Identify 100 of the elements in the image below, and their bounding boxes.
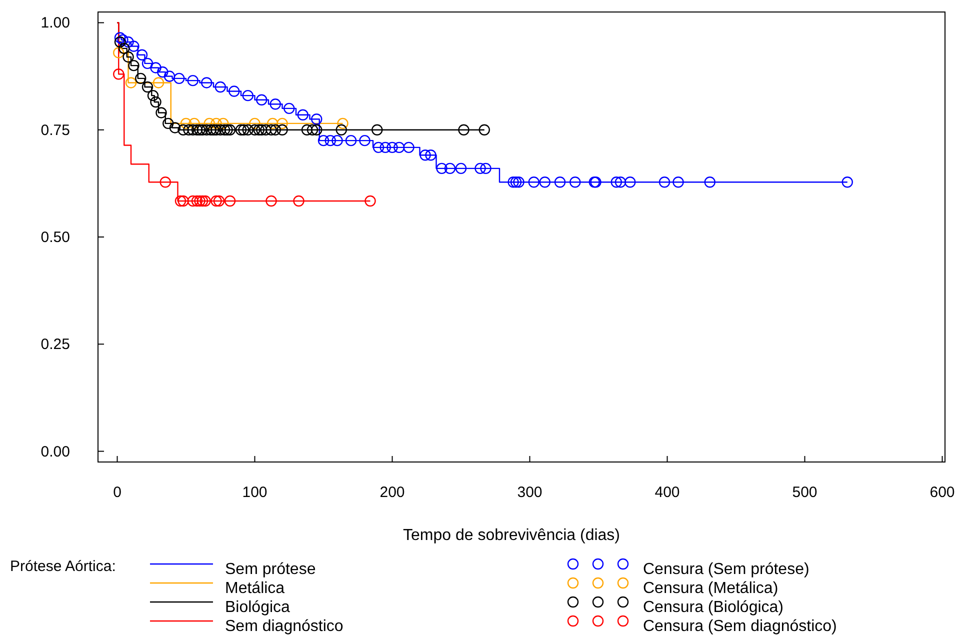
point: [256, 124, 268, 136]
legend-label: Sem prótese: [225, 561, 316, 578]
x-tick-label: 0: [113, 484, 122, 501]
y-tick-label: 0.75: [40, 122, 70, 139]
point: [510, 176, 522, 188]
legend-label: Censura (Biológica): [643, 599, 784, 616]
point: [380, 142, 391, 154]
y-tick-label: 0.50: [40, 229, 70, 246]
point: [372, 124, 383, 136]
point: [205, 124, 216, 136]
point: [480, 162, 492, 174]
point: [364, 195, 376, 207]
point: [420, 150, 431, 161]
point: [444, 162, 456, 174]
point: [842, 176, 853, 188]
point: [174, 195, 186, 207]
point: [152, 77, 164, 88]
point: [224, 124, 236, 136]
point: [210, 124, 222, 136]
point: [169, 122, 181, 134]
point: [157, 66, 168, 78]
point: [301, 124, 313, 136]
y-tick-label: 0.00: [40, 443, 70, 460]
point: [318, 134, 330, 146]
point: [196, 195, 208, 207]
point: [125, 77, 137, 88]
legend-title: Prótese Aórtica:: [10, 558, 116, 575]
point: [539, 176, 550, 188]
point: [210, 195, 222, 207]
point: [311, 124, 322, 136]
x-axis-title: Tempo de sobrevivência (dias): [403, 527, 620, 544]
point: [113, 47, 124, 58]
point: [201, 124, 212, 136]
point: [249, 118, 260, 130]
point: [266, 195, 277, 207]
point: [306, 124, 318, 136]
point: [136, 49, 148, 60]
point: [178, 195, 189, 207]
point: [474, 162, 486, 174]
point: [128, 40, 140, 52]
point: [128, 60, 140, 72]
point: [118, 42, 130, 54]
point: [372, 142, 384, 154]
x-tick-label: 500: [792, 484, 818, 501]
point: [218, 118, 229, 130]
point: [345, 134, 357, 146]
point: [187, 124, 198, 136]
legend-label: Censura (Sem prótese): [643, 561, 810, 578]
point: [180, 118, 192, 130]
point: [554, 176, 566, 188]
point: [276, 124, 288, 136]
point: [610, 176, 622, 188]
point: [425, 150, 436, 161]
point: [224, 195, 236, 207]
point: [324, 134, 336, 146]
point: [403, 142, 414, 154]
x-tick-label: 100: [242, 484, 268, 501]
point: [117, 34, 128, 46]
point: [256, 94, 268, 106]
point: [270, 124, 281, 136]
point: [191, 195, 203, 207]
point: [114, 32, 126, 44]
point: [187, 74, 198, 86]
point: [270, 98, 281, 110]
point: [214, 124, 226, 136]
point: [196, 124, 208, 136]
point: [194, 195, 206, 207]
point: [160, 176, 171, 188]
x-tick-label: 600: [930, 484, 955, 501]
point: [156, 107, 167, 118]
point: [150, 62, 162, 74]
point: [222, 124, 233, 136]
point: [570, 176, 581, 188]
point: [394, 142, 405, 154]
point: [276, 118, 288, 130]
point: [218, 124, 230, 136]
y-tick-label: 1.00: [40, 14, 70, 32]
point: [242, 124, 254, 136]
x-tick-label: 200: [380, 484, 405, 501]
point: [267, 118, 278, 130]
legend-label: Censura (Metálica): [643, 580, 778, 597]
point: [142, 81, 154, 93]
point: [188, 118, 200, 130]
point: [337, 118, 348, 130]
legend-label: Sem diagnóstico: [225, 618, 344, 635]
point: [235, 124, 247, 136]
point: [238, 124, 250, 136]
point: [114, 36, 126, 48]
point: [162, 118, 174, 130]
point: [200, 195, 211, 207]
point: [228, 86, 240, 97]
point: [187, 195, 198, 207]
point: [210, 118, 222, 130]
x-tick-label: 300: [517, 484, 542, 501]
point: [242, 90, 254, 102]
point: [528, 176, 540, 188]
point: [122, 36, 134, 48]
point: [135, 72, 146, 84]
legend-label: Metálica: [225, 580, 285, 597]
point: [113, 68, 124, 80]
